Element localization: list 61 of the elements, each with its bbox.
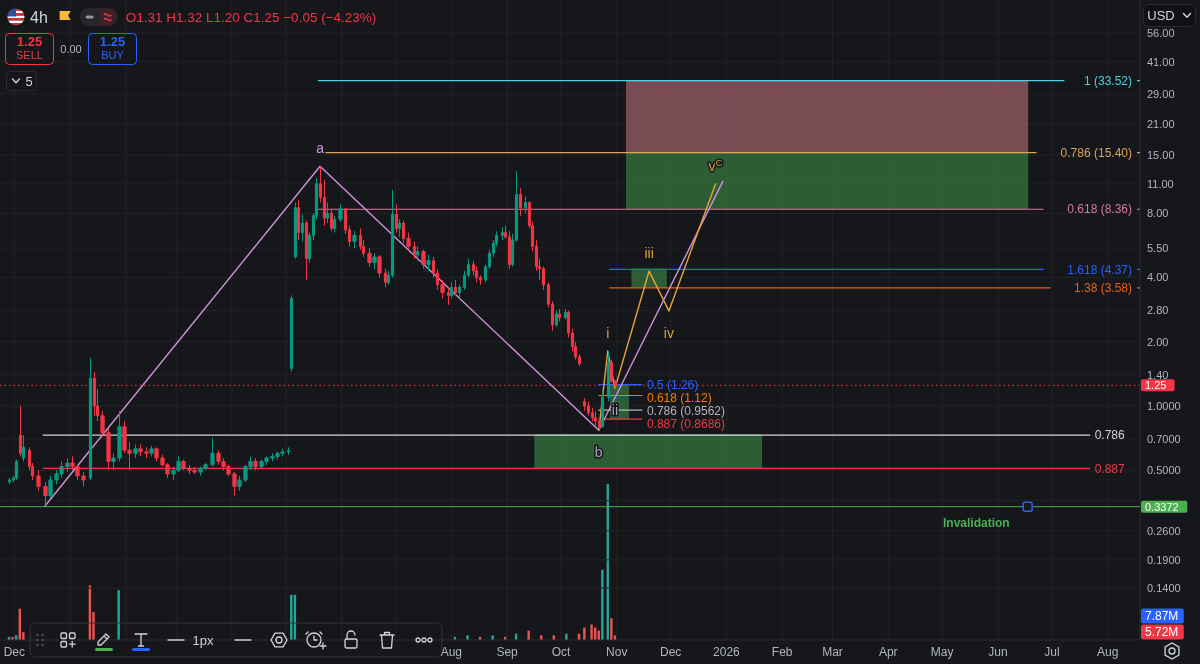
x-tick-label: Dec [660, 645, 682, 659]
x-tick-label: Feb [771, 645, 793, 659]
y-tick-label: 56.00 [1147, 26, 1175, 39]
y-tick-label: 41.00 [1147, 55, 1175, 68]
y-tick-label: 2.80 [1147, 304, 1169, 317]
text: 5.72M [1145, 625, 1179, 640]
y-tick-label: 11.00 [1147, 177, 1174, 190]
x-tick-label: Oct [551, 645, 572, 659]
text: O1.31 H1.32 L1.20 C1.25 −0.05 (−4.23%) [125, 10, 377, 25]
x-tick-label: Aug [440, 645, 462, 659]
y-tick-label: 2.00 [1147, 335, 1169, 348]
y-tick-label: 0.1400 [1147, 582, 1181, 594]
annotation: v$^{C}$ [708, 156, 723, 174]
annotation: 1.25 [16, 34, 43, 49]
annotation: Invalidation [943, 515, 1010, 530]
x-tick-label: Dec [3, 645, 26, 659]
x-tick-label: Jul [1044, 645, 1060, 659]
ref-line-label: 1.25 [1145, 379, 1167, 392]
x-tick-label: Nov [606, 645, 628, 659]
series-label: 0.618 (8.36) [1067, 202, 1132, 217]
y-tick-label: 21.00 [1147, 117, 1175, 130]
y-tick-label: 0.2600 [1147, 524, 1181, 537]
x-tick-label: 2026 [713, 645, 741, 659]
annotation: BUY [101, 49, 125, 61]
y-tick-label: 29.00 [1147, 87, 1175, 100]
annotation: 1.25 [99, 34, 126, 49]
x-tick-label: May [930, 645, 954, 659]
annotation: iii [644, 244, 654, 261]
series-label: 1.38 (3.58) [1073, 281, 1132, 296]
x-tick-label: Mar [822, 645, 843, 659]
annotation: i [606, 324, 610, 341]
annotation: 1px [192, 633, 214, 648]
y-tick-label: 15.00 [1147, 148, 1175, 161]
series-label: 1 (33.52) [1083, 73, 1132, 88]
text: USD [1147, 8, 1175, 23]
annotation: 5 [25, 73, 33, 89]
y-tick-label: 4.00 [1147, 271, 1169, 284]
annotation: 0.00 [60, 43, 82, 55]
y-tick-label: 1.0000 [1147, 399, 1181, 412]
series-label: 0.887 [1094, 461, 1126, 476]
x-tick-label: Jun [988, 645, 1008, 659]
y-tick-label: 0.5000 [1147, 464, 1181, 477]
annotation: iv [663, 324, 674, 341]
annotation: b [594, 444, 603, 461]
x-tick-label: Aug [1096, 645, 1119, 659]
ref-line-label: 0.3372 [1145, 500, 1179, 513]
y-tick-label: 5.50 [1147, 241, 1169, 254]
text: 4h [30, 9, 48, 26]
y-tick-label: 8.00 [1147, 207, 1169, 220]
series-label: 1.618 (4.37) [1067, 262, 1132, 277]
y-tick-label: 0.7000 [1147, 432, 1181, 445]
x-tick-label: Apr [878, 645, 898, 659]
x-tick-label: Sep [496, 645, 519, 659]
y-tick-label: 1.40 [1147, 368, 1169, 381]
text: 7.87M [1145, 609, 1179, 624]
series-label: 0.5 (1.26) [646, 377, 699, 392]
y-tick-label: 0.1900 [1147, 553, 1181, 566]
annotation: SELL [16, 49, 43, 61]
series-label: 0.786 (15.40) [1060, 145, 1132, 160]
series-label: 0.786 [1094, 428, 1126, 443]
annotation: a [316, 140, 325, 157]
